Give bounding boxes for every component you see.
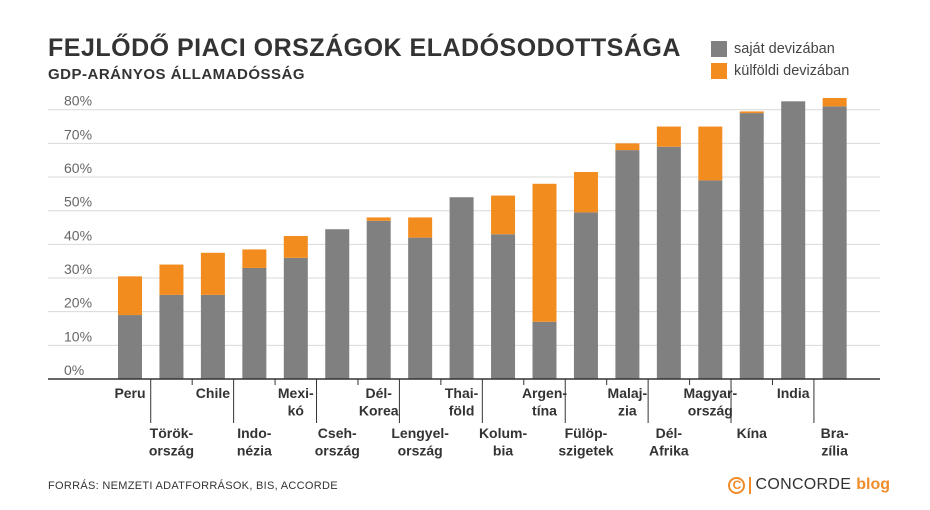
legend: saját devizában külföldi devizában: [711, 38, 849, 82]
bar-domestic: [283, 257, 308, 379]
bar-foreign: [366, 217, 391, 221]
copyright-icon: C: [728, 476, 746, 494]
source-note: FORRÁS: NEMZETI ADATFORRÁSOK, BIS, ACCOR…: [48, 480, 338, 492]
x-axis-ticks: [150, 379, 815, 423]
x-tick-label: Malaj-zia: [608, 385, 648, 419]
bar-domestic: [615, 150, 640, 379]
y-tick-label: 80%: [64, 93, 92, 109]
y-tick-label: 50%: [64, 194, 92, 210]
bar-foreign: [200, 252, 225, 295]
bar-foreign: [739, 111, 764, 114]
bar-domestic: [781, 101, 806, 379]
brand-logo: C CONCORDE blog: [728, 476, 890, 494]
y-tick-label: 20%: [64, 295, 92, 311]
x-tick-label: India: [777, 385, 810, 401]
legend-swatch-foreign: [711, 63, 727, 79]
bar-domestic: [366, 220, 391, 379]
bar-foreign: [408, 217, 433, 238]
x-tick-label: Kolum-bia: [479, 425, 528, 459]
x-tick-label: Dél-Afrika: [649, 425, 689, 459]
chart-subtitle: GDP-ARÁNYOS ÁLLAMADÓSSÁG: [48, 66, 306, 83]
bar-domestic: [200, 294, 225, 379]
bar-foreign: [159, 264, 184, 295]
bar-foreign: [491, 195, 516, 235]
bar-foreign: [615, 143, 640, 151]
legend-label-foreign: külföldi devizában: [734, 63, 850, 79]
y-tick-label: 60%: [64, 160, 92, 176]
x-tick-label: Cseh-ország: [315, 425, 360, 459]
bar-domestic: [822, 106, 847, 380]
bar-domestic: [739, 113, 764, 379]
bar-domestic: [532, 321, 557, 379]
bar-foreign: [118, 276, 142, 316]
x-tick-label: Indo-nézia: [237, 425, 272, 459]
bar-domestic: [325, 229, 350, 379]
legend-item-domestic: saját devizában: [711, 38, 849, 60]
x-tick-label: Mexi-kó: [278, 385, 314, 419]
x-tick-label: Fülöp-szigetek: [558, 425, 613, 459]
bar-foreign: [532, 183, 557, 322]
bars: [118, 97, 847, 380]
y-tick-label: 0%: [64, 362, 84, 378]
x-axis-labels: Peru Török-ország Chile Indo-néziaMexi-kóCs…: [114, 385, 849, 459]
legend-label-domestic: saját devizában: [734, 41, 835, 57]
y-tick-label: 70%: [64, 126, 92, 142]
brand-name: CONCORDE: [755, 476, 852, 493]
bar-domestic: [656, 146, 681, 379]
x-tick-label: Török-ország: [149, 425, 194, 459]
bar-foreign: [573, 172, 598, 213]
bar-domestic: [408, 237, 433, 379]
bar-domestic: [698, 180, 723, 379]
x-tick-label: Peru: [114, 385, 145, 401]
x-tick-label: Magyar-ország: [683, 385, 737, 419]
x-tick-label: Kína: [737, 425, 768, 441]
x-tick-label: Lengyel-ország: [391, 425, 449, 459]
chart-title: FEJLŐDŐ PIACI ORSZÁGOK ELADÓSODOTTSÁGA: [48, 34, 681, 62]
y-tick-label: 40%: [64, 227, 92, 243]
y-tick-label: 10%: [64, 328, 92, 344]
legend-item-foreign: külföldi devizában: [711, 60, 849, 82]
x-tick-label: Argen-tína: [522, 385, 567, 419]
x-tick-label: Thai-föld: [445, 385, 479, 419]
y-tick-label: 30%: [64, 261, 92, 277]
bar-domestic: [242, 267, 267, 379]
bar-foreign: [656, 126, 681, 147]
bar-foreign: [822, 97, 847, 107]
bar-foreign: [698, 126, 723, 181]
legend-swatch-domestic: [711, 41, 727, 57]
bar-domestic: [118, 315, 142, 379]
bar-domestic: [159, 294, 184, 379]
x-tick-label: Bra-zília: [821, 425, 849, 459]
bar-domestic: [491, 234, 516, 379]
x-tick-label: Dél-Korea: [359, 385, 399, 419]
brand-blog: blog: [856, 476, 890, 493]
y-axis-ticks: 0% 10% 20% 30% 40% 50% 60% 70% 80%: [64, 93, 92, 378]
bar-domestic: [573, 212, 598, 379]
x-tick-label: Chile: [196, 385, 230, 401]
brand-separator: [749, 476, 752, 494]
bar-foreign: [283, 235, 308, 258]
bar-foreign: [242, 249, 267, 268]
bar-domestic: [449, 197, 474, 379]
